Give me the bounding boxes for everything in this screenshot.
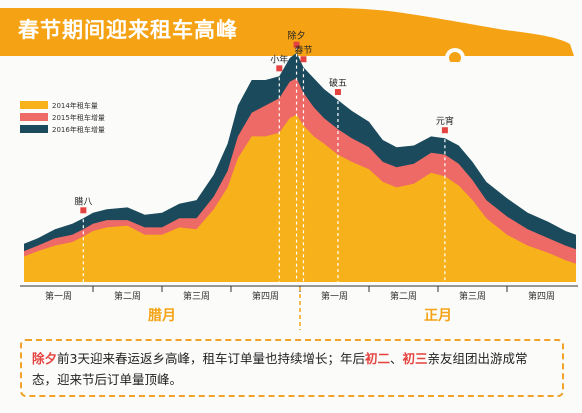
caption-text-3: 亲友组团出游成常态，迎来节后订单量顶峰。 bbox=[32, 351, 528, 387]
event-marker-2 bbox=[276, 65, 283, 72]
page-title: 春节期间迎来租车高峰 bbox=[18, 18, 238, 42]
car-shape-icon bbox=[0, 8, 574, 56]
caption-highlight-chuer: 初二 bbox=[364, 351, 390, 366]
event-label-3: 除夕 bbox=[288, 30, 306, 42]
legend-label-1: 2014年租车量 bbox=[52, 101, 98, 110]
event-marker-3 bbox=[293, 41, 300, 48]
chart-areas bbox=[24, 52, 576, 283]
legend-label-3: 2016年租车增量 bbox=[52, 125, 105, 134]
legend-swatch-3 bbox=[20, 125, 48, 133]
series-area-1 bbox=[24, 114, 576, 282]
event-label-6: 元宵 bbox=[436, 115, 454, 127]
week-label-8: 第四周 bbox=[528, 290, 555, 302]
caption-box: 除夕前3天迎来春运返乡高峰，租车订单量也持续增长；年后初二、初三亲友组团出游成常… bbox=[20, 339, 564, 397]
week-label-6: 第二周 bbox=[390, 290, 417, 302]
legend-swatch-1 bbox=[20, 101, 48, 109]
legend-label-2: 2015年租车增量 bbox=[52, 113, 105, 122]
legend-swatch-2 bbox=[20, 113, 48, 121]
caption-highlight-chusan: 初三 bbox=[402, 351, 428, 366]
week-label-2: 第二周 bbox=[114, 290, 141, 302]
caption-highlight-chuxi: 除夕 bbox=[32, 351, 58, 366]
event-label-4: 春节 bbox=[294, 44, 312, 56]
month-label-1: 腊月 bbox=[148, 308, 176, 324]
event-label-2: 小年 bbox=[270, 53, 288, 65]
week-label-7: 第三周 bbox=[459, 290, 486, 302]
title-banner bbox=[0, 8, 574, 62]
caption-text-2: 、 bbox=[390, 351, 403, 366]
event-marker-6 bbox=[441, 127, 448, 134]
caption-text-1: 前3天迎来春运返乡高峰，租车订单量也持续增长；年后 bbox=[57, 351, 365, 366]
event-label-5: 破五 bbox=[329, 77, 347, 89]
week-label-5: 第一周 bbox=[321, 290, 348, 302]
week-label-1: 第一周 bbox=[45, 290, 72, 302]
event-label-1: 腊八 bbox=[74, 196, 92, 207]
week-label-3: 第三周 bbox=[183, 290, 210, 302]
event-marker-4 bbox=[300, 56, 307, 63]
event-marker-1 bbox=[80, 207, 87, 214]
week-label-4: 第四周 bbox=[252, 290, 279, 302]
chart-legend: 2014年租车量 2015年租车增量 2016年租车增量 bbox=[20, 101, 105, 134]
event-marker-5 bbox=[334, 89, 341, 95]
month-label-2: 正月 bbox=[424, 308, 452, 324]
